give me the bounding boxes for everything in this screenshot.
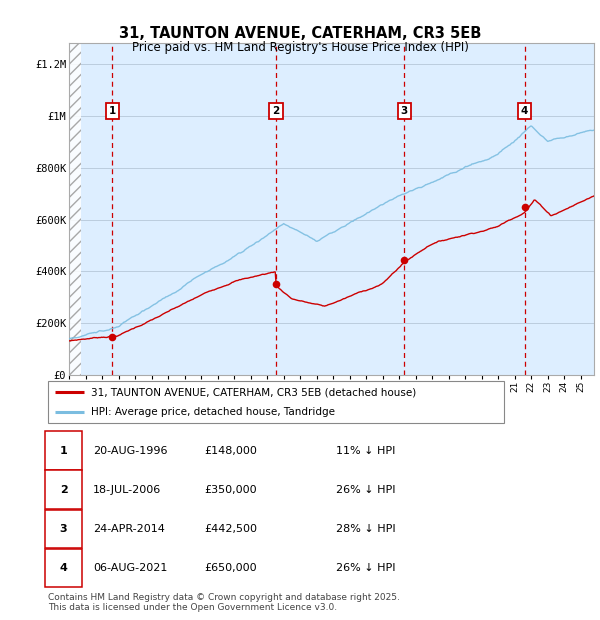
Text: Price paid vs. HM Land Registry's House Price Index (HPI): Price paid vs. HM Land Registry's House … <box>131 41 469 54</box>
Text: £350,000: £350,000 <box>204 485 257 495</box>
Text: 2: 2 <box>272 106 280 116</box>
Text: 31, TAUNTON AVENUE, CATERHAM, CR3 5EB (detached house): 31, TAUNTON AVENUE, CATERHAM, CR3 5EB (d… <box>91 387 416 397</box>
Text: 4: 4 <box>521 106 529 116</box>
Text: 3: 3 <box>401 106 408 116</box>
FancyBboxPatch shape <box>48 381 504 423</box>
Text: £148,000: £148,000 <box>204 446 257 456</box>
Text: 1: 1 <box>109 106 116 116</box>
Text: 2: 2 <box>60 485 67 495</box>
Text: 11% ↓ HPI: 11% ↓ HPI <box>336 446 395 456</box>
Text: 26% ↓ HPI: 26% ↓ HPI <box>336 485 395 495</box>
Text: Contains HM Land Registry data © Crown copyright and database right 2025.
This d: Contains HM Land Registry data © Crown c… <box>48 593 400 613</box>
Text: 06-AUG-2021: 06-AUG-2021 <box>93 563 167 573</box>
Text: 20-AUG-1996: 20-AUG-1996 <box>93 446 167 456</box>
Text: 4: 4 <box>59 563 68 573</box>
Text: 31, TAUNTON AVENUE, CATERHAM, CR3 5EB: 31, TAUNTON AVENUE, CATERHAM, CR3 5EB <box>119 26 481 41</box>
Text: 24-APR-2014: 24-APR-2014 <box>93 524 165 534</box>
Text: £650,000: £650,000 <box>204 563 257 573</box>
Text: HPI: Average price, detached house, Tandridge: HPI: Average price, detached house, Tand… <box>91 407 335 417</box>
Text: 18-JUL-2006: 18-JUL-2006 <box>93 485 161 495</box>
Text: 26% ↓ HPI: 26% ↓ HPI <box>336 563 395 573</box>
Text: 1: 1 <box>60 446 67 456</box>
Text: £442,500: £442,500 <box>204 524 257 534</box>
Text: 3: 3 <box>60 524 67 534</box>
Text: 28% ↓ HPI: 28% ↓ HPI <box>336 524 395 534</box>
